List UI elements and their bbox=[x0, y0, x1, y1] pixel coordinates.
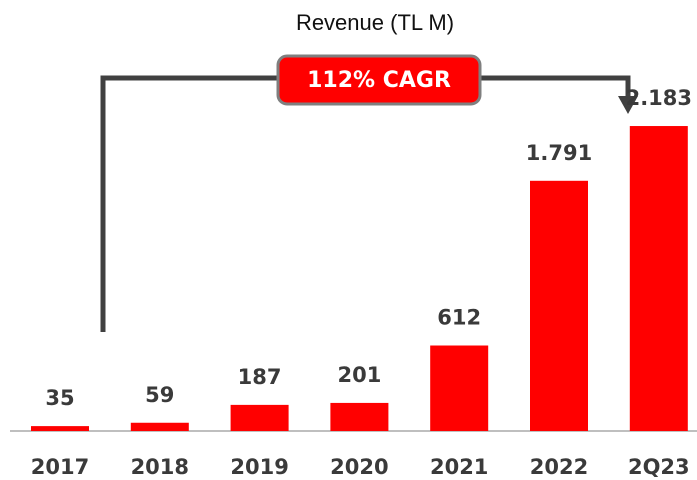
x-tick-label: 2020 bbox=[330, 455, 388, 479]
value-label: 201 bbox=[337, 363, 381, 387]
x-tick-label: 2017 bbox=[31, 455, 89, 479]
x-tick-label: 2019 bbox=[230, 455, 288, 479]
value-label: 59 bbox=[145, 383, 174, 407]
x-tick-label: 2022 bbox=[530, 455, 588, 479]
x-tick-label: 2021 bbox=[430, 455, 488, 479]
bar bbox=[31, 426, 89, 431]
arrow-head bbox=[618, 96, 638, 114]
bar bbox=[430, 345, 489, 431]
bar bbox=[530, 180, 588, 431]
bar bbox=[330, 402, 389, 431]
bar bbox=[130, 422, 189, 431]
value-label: 1.791 bbox=[526, 141, 592, 165]
bar bbox=[230, 404, 289, 431]
value-label: 612 bbox=[437, 306, 481, 330]
x-tick-label: 2Q23 bbox=[628, 455, 690, 479]
cagr-box bbox=[276, 54, 482, 106]
value-label: 187 bbox=[238, 365, 282, 389]
value-label: 35 bbox=[45, 386, 74, 410]
value-label: 2.183 bbox=[626, 86, 692, 110]
x-tick-label: 2018 bbox=[131, 455, 189, 479]
chart-title: Revenue (TL M) bbox=[296, 10, 454, 35]
bar bbox=[629, 126, 688, 431]
cagr-label: 112% CAGR bbox=[307, 68, 451, 93]
